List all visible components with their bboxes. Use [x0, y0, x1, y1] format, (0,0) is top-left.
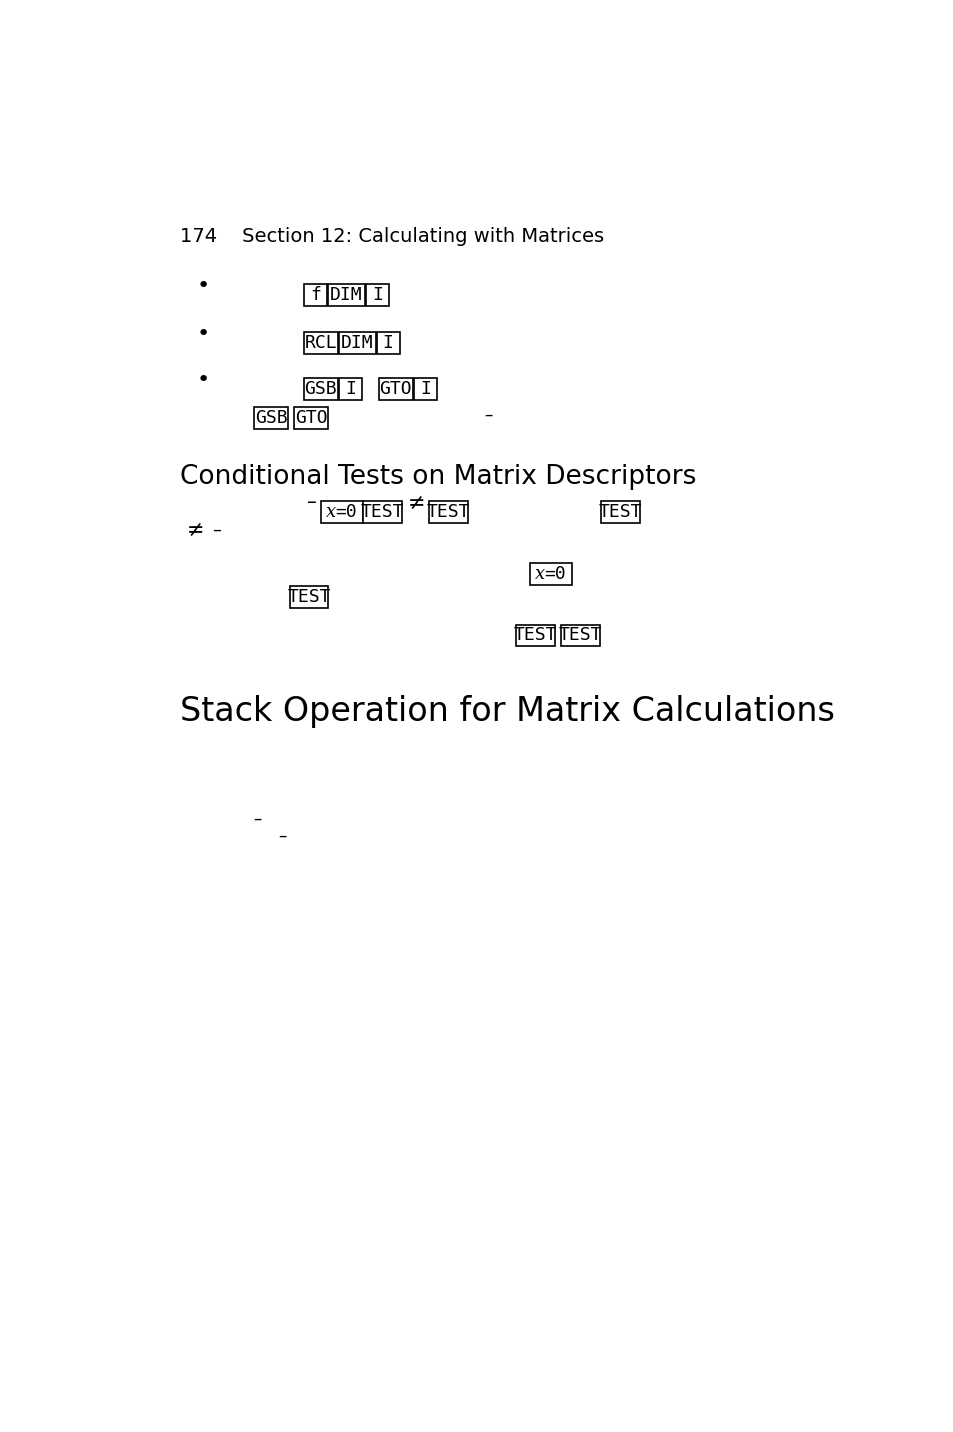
Text: ≠: ≠: [186, 520, 204, 540]
FancyBboxPatch shape: [560, 624, 599, 646]
Text: Conditional Tests on Matrix Descriptors: Conditional Tests on Matrix Descriptors: [179, 464, 696, 490]
FancyBboxPatch shape: [530, 563, 571, 584]
FancyBboxPatch shape: [303, 285, 327, 306]
Text: x: x: [535, 564, 544, 583]
FancyBboxPatch shape: [290, 586, 328, 607]
FancyBboxPatch shape: [294, 408, 328, 430]
Text: •: •: [196, 276, 210, 296]
Text: I: I: [372, 286, 382, 304]
Text: TEST: TEST: [426, 503, 470, 521]
Text: •: •: [196, 324, 210, 344]
Text: GSB: GSB: [304, 379, 336, 398]
Text: x: x: [325, 503, 335, 521]
Text: I: I: [344, 379, 355, 398]
Text: DIM: DIM: [330, 286, 362, 304]
Text: GTO: GTO: [294, 410, 328, 427]
Text: TEST: TEST: [287, 589, 331, 606]
Text: =0: =0: [544, 564, 566, 583]
Text: TEST: TEST: [360, 503, 404, 521]
Text: GTO: GTO: [379, 379, 412, 398]
FancyBboxPatch shape: [365, 285, 389, 306]
FancyBboxPatch shape: [320, 501, 362, 523]
FancyBboxPatch shape: [303, 378, 337, 400]
Text: TEST: TEST: [598, 503, 641, 521]
Text: DIM: DIM: [340, 334, 373, 352]
FancyBboxPatch shape: [516, 624, 555, 646]
FancyBboxPatch shape: [376, 332, 399, 354]
Text: =0: =0: [335, 503, 356, 521]
FancyBboxPatch shape: [338, 378, 361, 400]
FancyBboxPatch shape: [253, 408, 288, 430]
FancyBboxPatch shape: [600, 501, 639, 523]
Text: TEST: TEST: [513, 626, 557, 644]
Text: –: –: [306, 494, 316, 513]
Text: TEST: TEST: [558, 626, 601, 644]
FancyBboxPatch shape: [338, 332, 375, 354]
Text: –: –: [253, 809, 261, 828]
Text: –: –: [483, 407, 492, 424]
Text: –: –: [277, 826, 286, 845]
FancyBboxPatch shape: [303, 332, 337, 354]
FancyBboxPatch shape: [378, 378, 413, 400]
Text: 174    Section 12: Calculating with Matrices: 174 Section 12: Calculating with Matrice…: [179, 228, 603, 246]
Text: •: •: [196, 369, 210, 390]
Text: I: I: [419, 379, 431, 398]
Text: RCL: RCL: [304, 334, 336, 352]
Text: f: f: [310, 286, 320, 304]
FancyBboxPatch shape: [328, 285, 365, 306]
FancyBboxPatch shape: [429, 501, 468, 523]
Text: Stack Operation for Matrix Calculations: Stack Operation for Matrix Calculations: [179, 696, 834, 729]
Text: I: I: [382, 334, 394, 352]
Text: ≠: ≠: [407, 493, 424, 513]
Text: –: –: [213, 521, 221, 538]
FancyBboxPatch shape: [363, 501, 402, 523]
Text: GSB: GSB: [254, 410, 287, 427]
FancyBboxPatch shape: [414, 378, 436, 400]
